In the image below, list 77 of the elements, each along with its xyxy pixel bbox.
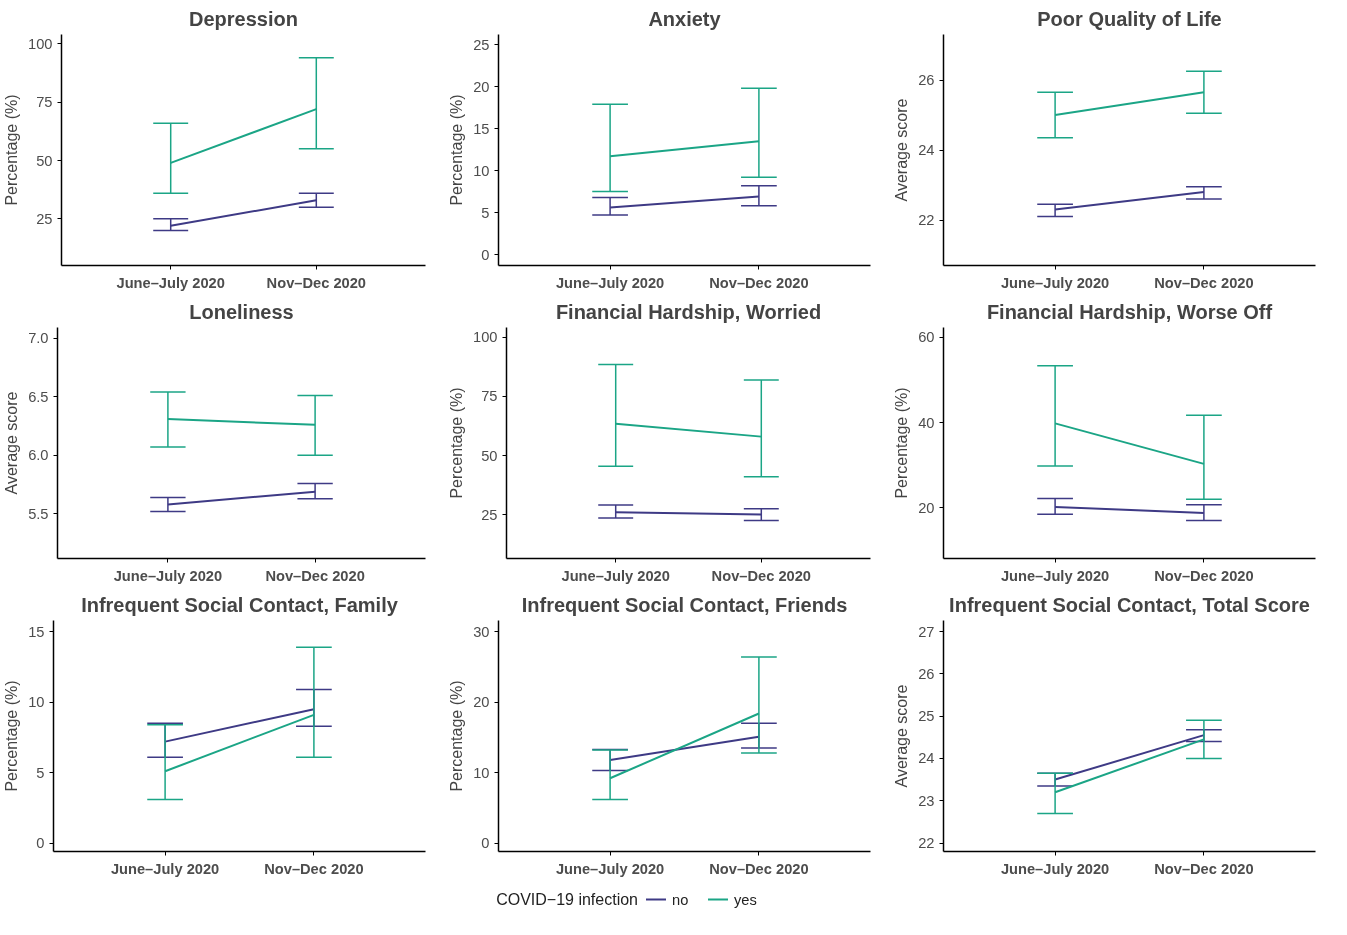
y-tick-label: 100: [473, 329, 498, 346]
y-axis-title: Percentage (%): [893, 387, 911, 499]
y-tick-label: 75: [481, 388, 498, 405]
y-tick-label: 100: [28, 35, 53, 52]
y-tick-label: 20: [473, 78, 490, 95]
x-tick-label: Nov–Dec 2020: [711, 567, 812, 584]
y-tick-label: 10: [28, 694, 45, 711]
x-tick-label: June–July 2020: [110, 860, 220, 877]
x-tick-label: Nov–Dec 2020: [1154, 567, 1254, 584]
x-tick-label: Nov–Dec 2020: [1154, 860, 1254, 877]
y-tick-label: 24: [918, 750, 935, 767]
x-tick-label: Nov–Dec 2020: [709, 274, 809, 291]
x-tick-label: June–July 2020: [555, 274, 665, 291]
y-tick-label: 7.0: [28, 330, 49, 347]
y-tick-label: 50: [36, 152, 53, 169]
chart-title: Anxiety: [648, 7, 722, 30]
y-tick-label: 20: [918, 499, 935, 516]
x-tick-label: June–July 2020: [555, 860, 665, 877]
x-tick-label: June–July 2020: [113, 567, 223, 584]
y-tick-label: 75: [36, 94, 53, 111]
legend-label: yes: [734, 891, 757, 908]
y-tick-label: 26: [918, 665, 935, 682]
chart-title: Financial Hardship, Worse Off: [986, 300, 1273, 323]
y-tick-label: 50: [481, 447, 498, 464]
y-axis-title: Percentage (%): [448, 94, 466, 206]
y-axis-title: Average score: [893, 684, 911, 788]
chart-title: Infrequent Social Contact, Family: [81, 593, 399, 616]
x-tick-label: Nov–Dec 2020: [709, 860, 809, 877]
chart-title: Loneliness: [189, 300, 294, 323]
y-tick-label: 27: [918, 623, 935, 640]
y-tick-label: 6.5: [28, 388, 49, 405]
y-axis-title: Average score: [893, 98, 911, 202]
y-tick-label: 20: [473, 694, 490, 711]
y-tick-label: 25: [918, 708, 935, 725]
y-axis-title: Percentage (%): [3, 94, 21, 206]
x-tick-label: June–July 2020: [561, 567, 670, 584]
y-tick-label: 23: [918, 792, 935, 809]
y-tick-label: 26: [918, 72, 935, 88]
y-tick-label: 25: [473, 36, 490, 53]
chart-title: Infrequent Social Contact, Total Score: [949, 593, 1310, 616]
x-tick-label: June–July 2020: [116, 274, 225, 291]
legend-label: no: [672, 891, 689, 908]
y-tick-label: 10: [473, 162, 490, 179]
y-tick-label: 5.5: [28, 505, 49, 522]
y-tick-label: 0: [481, 246, 490, 263]
y-tick-label: 22: [918, 835, 935, 852]
y-tick-label: 6.0: [28, 447, 49, 464]
x-tick-label: June–July 2020: [1000, 274, 1110, 291]
y-axis-title: Average score: [3, 391, 21, 495]
y-axis-title: Percentage (%): [448, 387, 466, 499]
y-tick-label: 24: [918, 142, 935, 158]
chart-title: Depression: [189, 7, 298, 30]
x-tick-label: Nov–Dec 2020: [266, 274, 367, 291]
chart-title: Financial Hardship, Worried: [555, 300, 822, 323]
y-tick-label: 0: [36, 835, 45, 852]
y-tick-label: 15: [28, 623, 45, 640]
y-tick-label: 22: [918, 212, 935, 228]
x-tick-label: Nov–Dec 2020: [264, 860, 364, 877]
chart-title: Poor Quality of Life: [1037, 7, 1222, 30]
y-axis-title: Percentage (%): [448, 680, 466, 792]
y-tick-label: 60: [918, 329, 935, 346]
y-tick-label: 25: [36, 210, 53, 227]
y-tick-label: 25: [481, 506, 498, 523]
y-tick-label: 30: [473, 623, 490, 640]
y-tick-label: 15: [473, 120, 490, 137]
chart-title: Infrequent Social Contact, Friends: [521, 593, 848, 616]
y-tick-label: 5: [481, 204, 490, 221]
y-tick-label: 0: [481, 835, 490, 852]
y-tick-label: 5: [36, 764, 45, 781]
legend-title: COVID−19 infection: [496, 891, 639, 908]
x-tick-label: June–July 2020: [1000, 860, 1110, 877]
y-tick-label: 40: [918, 414, 935, 431]
x-tick-label: Nov–Dec 2020: [265, 567, 365, 584]
x-tick-label: June–July 2020: [1000, 567, 1110, 584]
x-tick-label: Nov–Dec 2020: [1154, 274, 1254, 291]
y-tick-label: 10: [473, 764, 490, 781]
y-axis-title: Percentage (%): [3, 680, 21, 792]
